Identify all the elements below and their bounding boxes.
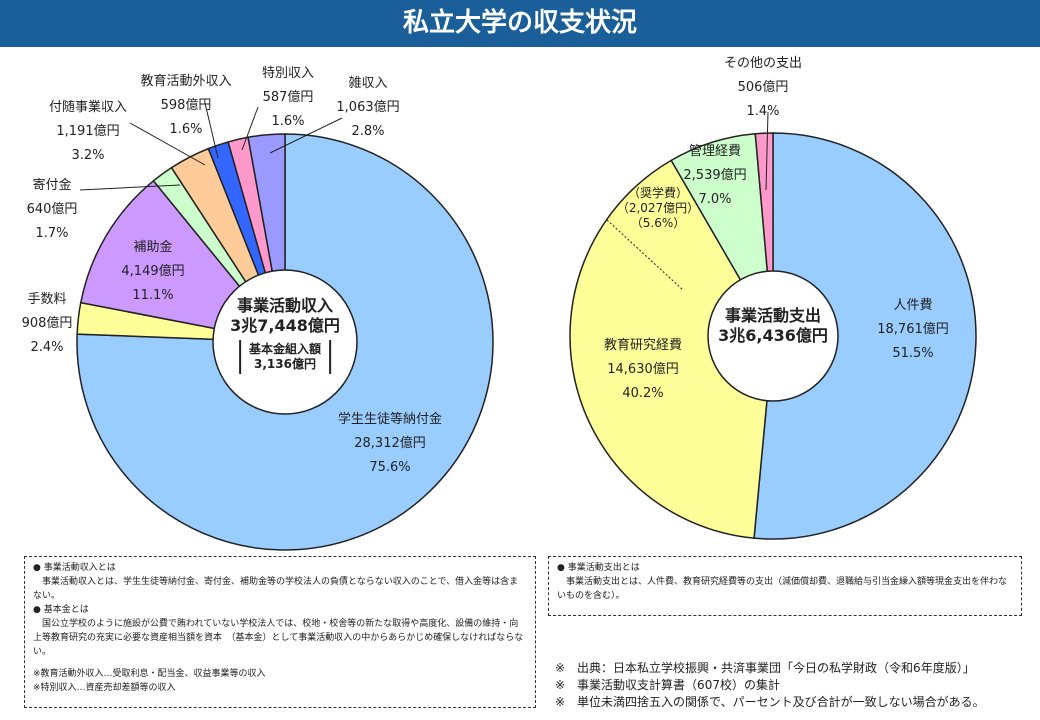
label-text: 1.6% (169, 122, 203, 137)
label-text: （5.6%） (630, 216, 686, 230)
note-text: 国公立学校のように施設が公費で賄われていない学校法人では、校地・校舎等の新たな取… (33, 619, 524, 657)
label-text: 雑収入 (348, 76, 388, 91)
pie-slice-0-0 (76, 133, 494, 551)
scholarship-label: （奨学費） （2,027億円） （5.6%） (617, 186, 699, 231)
label-text: 506億円 (737, 80, 789, 95)
label-text: 3.2% (71, 148, 105, 163)
pie-center-hole (707, 270, 839, 402)
note-text: 事業活動収入とは、学生生徒等納付金、寄付金、補助金等の学校法人の負債とならない収… (33, 577, 519, 601)
label-text: 28,312億円 (354, 436, 426, 451)
label-text: 1,191億円 (56, 124, 120, 139)
label-text: 40.2% (622, 386, 664, 401)
label-text: 1.7% (35, 226, 69, 241)
note-heading: ● 事業活動収入とは (33, 563, 116, 573)
slice-label: 特別収入 587億円 1.6% (262, 62, 314, 134)
label-text: 14,630億円 (607, 362, 679, 377)
label-text: 教育活動外収入 (140, 74, 232, 89)
slice-label: 人件費 18,761億円 51.5% (877, 294, 949, 366)
label-text: 75.6% (369, 460, 411, 475)
slice-label: 学生生徒等納付金 28,312億円 75.6% (338, 408, 442, 480)
income-center: 事業活動収入 3兆7,448億円 基本金組入額 3,136億円 (230, 296, 340, 374)
label-text: 1.6% (271, 114, 305, 129)
page-title: 私立大学の収支状況 (0, 0, 1040, 47)
label-text: 598億円 (160, 98, 212, 113)
source-line: ※ 単位未満四捨五入の関係で、パーセント及び合計が一致しない場合がある。 (555, 695, 985, 709)
leader-line (765, 111, 769, 191)
label-text: 1.4% (746, 104, 780, 119)
slice-label: 教育活動外収入 598億円 1.6% (140, 70, 231, 142)
label-text: 51.5% (892, 346, 934, 361)
label-text: （奨学費） (627, 186, 689, 200)
sources: ※ 出典：日本私立学校振興・共済事業団「今日の私学財政（令和6年度版）」 ※ 事… (555, 660, 985, 711)
leader-line (129, 122, 206, 166)
source-line: ※ 事業活動収支計算書（607校）の集計 (555, 678, 780, 692)
expense-notes: ● 事業活動支出とは 事業活動支出とは、人件費、教育研究経費等の支出（減価償却費… (548, 556, 1022, 616)
label-text: 2.4% (30, 340, 64, 355)
expense-center-total: 3兆6,436億円 (718, 326, 828, 345)
slice-label: 寄付金 640億円 1.7% (27, 174, 78, 246)
label-text: 587億円 (262, 90, 314, 105)
slice-label: 補助金 4,149億円 11.1% (121, 236, 184, 308)
expense-center: 事業活動支出 3兆6,436億円 (718, 306, 828, 346)
kihon-box: 基本金組入額 3,136億円 (238, 340, 331, 374)
note-text: 事業活動支出とは、人件費、教育研究経費等の支出（減価償却費、退職給与引当金繰入額… (557, 577, 1008, 601)
pie-slice-1-1 (569, 159, 774, 539)
leader-line (79, 184, 181, 191)
label-text: 付随事業収入 (48, 100, 128, 115)
slice-label: その他の支出 506億円 1.4% (724, 52, 802, 124)
leader-line (241, 106, 259, 151)
label-text: （2,027億円） (616, 201, 700, 215)
expense-center-label: 事業活動支出 (724, 306, 821, 325)
label-text: 特別収入 (261, 66, 315, 81)
label-text: 寄付金 (32, 178, 72, 193)
label-text: 2.8% (351, 124, 385, 139)
label-text: 640億円 (26, 202, 78, 217)
slice-label: 手数料 908億円 2.4% (22, 288, 73, 360)
pie-slice-1-0 (753, 132, 977, 540)
label-text: 11.1% (132, 288, 174, 303)
kihon-value: 3,136億円 (254, 357, 316, 371)
label-text: 手数料 (27, 292, 67, 307)
slice-label: 雑収入 1,063億円 2.8% (336, 72, 399, 144)
note-text: ※教育活動外収入…受取利息・配当金、収益事業等の収入 (33, 669, 266, 679)
label-text: 4,149億円 (121, 264, 185, 279)
income-center-total: 3兆7,448億円 (230, 316, 340, 335)
note-heading: ● 基本金とは (33, 605, 89, 615)
leader-line (204, 102, 219, 159)
label-text: 補助金 (133, 240, 173, 255)
scholarship-divider (606, 219, 684, 291)
pie-center-hole (212, 269, 358, 415)
note-heading: ● 事業活動支出とは (557, 563, 640, 573)
label-text: 908億円 (21, 316, 73, 331)
label-text: 7.0% (698, 192, 732, 207)
slice-label: 管理経費 2,539億円 7.0% (683, 140, 746, 212)
label-text: 管理経費 (688, 144, 741, 159)
leader-line (269, 117, 343, 154)
label-text: 1,063億円 (336, 100, 400, 115)
kihon-label: 基本金組入額 (248, 342, 321, 356)
label-text: 学生生徒等納付金 (337, 412, 443, 427)
label-text: 人件費 (893, 298, 933, 313)
label-text: その他の支出 (723, 56, 803, 71)
label-text: 18,761億円 (877, 322, 949, 337)
label-text: 教育研究経費 (603, 338, 683, 353)
note-text: ※特別収入…資産売却差額等の収入 (33, 683, 176, 693)
slice-label: 付随事業収入 1,191億円 3.2% (49, 96, 127, 168)
income-notes: ● 事業活動収入とは 事業活動収入とは、学生生徒等納付金、寄付金、補助金等の学校… (24, 556, 536, 708)
slice-label: 教育研究経費 14,630億円 40.2% (604, 334, 682, 406)
income-center-label: 事業活動収入 (236, 296, 333, 315)
source-line: ※ 出典：日本私立学校振興・共済事業団「今日の私学財政（令和6年度版）」 (555, 661, 975, 675)
label-text: 2,539億円 (683, 168, 747, 183)
